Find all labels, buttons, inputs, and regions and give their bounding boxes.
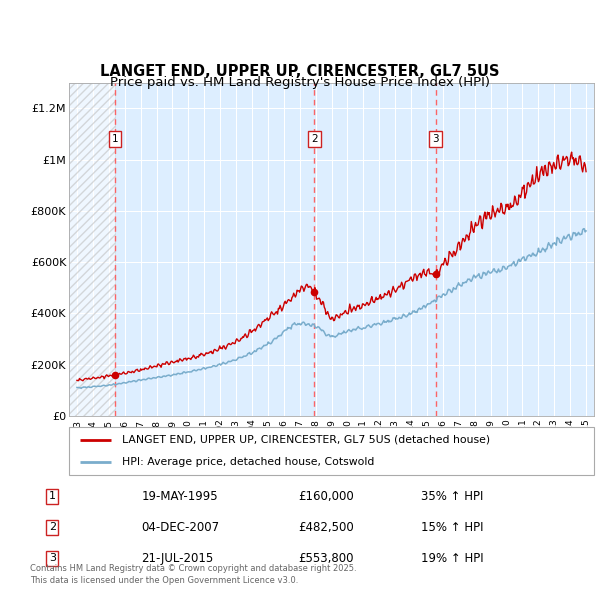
Text: 21-JUL-2015: 21-JUL-2015 <box>142 552 214 565</box>
Text: LANGET END, UPPER UP, CIRENCESTER, GL7 5US (detached house): LANGET END, UPPER UP, CIRENCESTER, GL7 5… <box>121 435 490 445</box>
FancyBboxPatch shape <box>69 427 594 475</box>
Text: 19-MAY-1995: 19-MAY-1995 <box>142 490 218 503</box>
Text: 2: 2 <box>311 134 317 144</box>
Text: 04-DEC-2007: 04-DEC-2007 <box>142 521 220 534</box>
Text: 1: 1 <box>49 491 56 502</box>
Text: Price paid vs. HM Land Registry's House Price Index (HPI): Price paid vs. HM Land Registry's House … <box>110 76 490 89</box>
Text: 19% ↑ HPI: 19% ↑ HPI <box>421 552 483 565</box>
Text: 2: 2 <box>49 523 56 532</box>
Text: LANGET END, UPPER UP, CIRENCESTER, GL7 5US: LANGET END, UPPER UP, CIRENCESTER, GL7 5… <box>100 64 500 80</box>
Text: HPI: Average price, detached house, Cotswold: HPI: Average price, detached house, Cots… <box>121 457 374 467</box>
Text: 3: 3 <box>433 134 439 144</box>
Text: 35% ↑ HPI: 35% ↑ HPI <box>421 490 483 503</box>
Text: £160,000: £160,000 <box>298 490 353 503</box>
Text: 15% ↑ HPI: 15% ↑ HPI <box>421 521 483 534</box>
Bar <box>69 83 115 416</box>
Text: £482,500: £482,500 <box>298 521 353 534</box>
Text: Contains HM Land Registry data © Crown copyright and database right 2025.
This d: Contains HM Land Registry data © Crown c… <box>30 565 356 585</box>
Text: £553,800: £553,800 <box>298 552 353 565</box>
Text: 3: 3 <box>49 553 56 563</box>
Text: 1: 1 <box>112 134 118 144</box>
